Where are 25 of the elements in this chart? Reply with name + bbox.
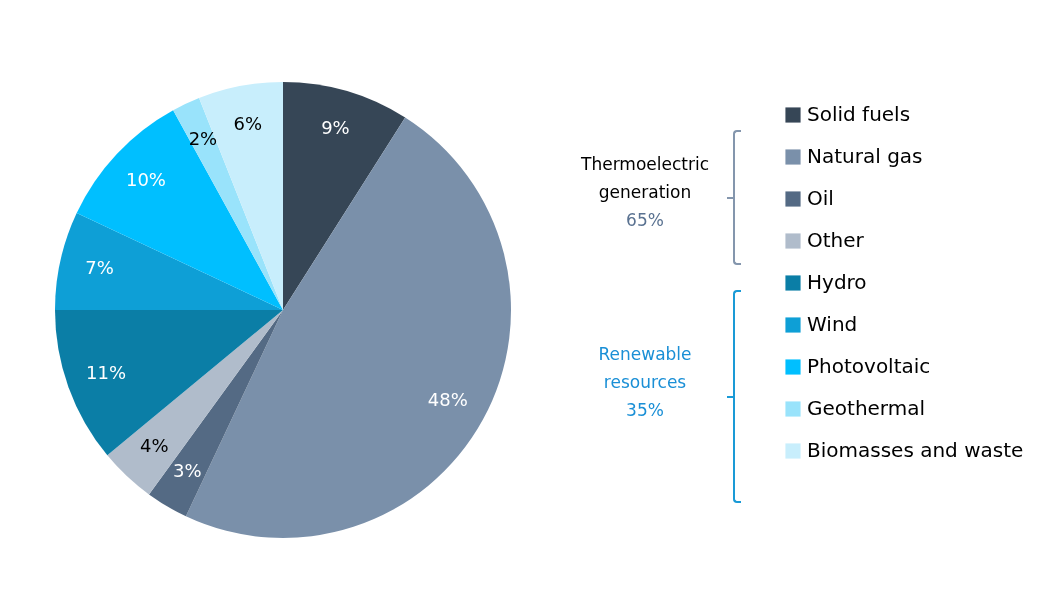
- legend-label: Hydro: [807, 270, 867, 294]
- pie-slice: [55, 212, 283, 310]
- pie-slice: [76, 110, 283, 310]
- data-label: 11%: [86, 361, 127, 383]
- text: Thermoelectric generation 65%: [580, 154, 709, 230]
- legend-label: Biomasses and waste: [807, 438, 1024, 462]
- data-label: 7%: [85, 256, 114, 278]
- data-label: 10%: [125, 169, 166, 191]
- pie-slice: [283, 82, 406, 310]
- data-label: 2%: [188, 127, 218, 149]
- legend-label: Solid fuels: [807, 102, 911, 126]
- pie-slice: [55, 310, 283, 456]
- legend-label: Photovoltaic: [807, 354, 931, 378]
- data-label: 6%: [233, 113, 263, 135]
- legend-label: Geothermal: [807, 396, 926, 420]
- data-label: 4%: [140, 435, 169, 457]
- legend-label: Wind: [807, 312, 858, 336]
- data-label: 9%: [321, 117, 350, 139]
- pie-slice: [173, 98, 283, 310]
- legend-label: Oil: [807, 186, 834, 210]
- data-label: 48%: [427, 388, 468, 410]
- legend-label: Other: [807, 228, 865, 252]
- text: Renewable resources 35%: [598, 344, 692, 420]
- data-label: 3%: [173, 459, 202, 481]
- legend-label: Natural gas: [807, 144, 923, 168]
